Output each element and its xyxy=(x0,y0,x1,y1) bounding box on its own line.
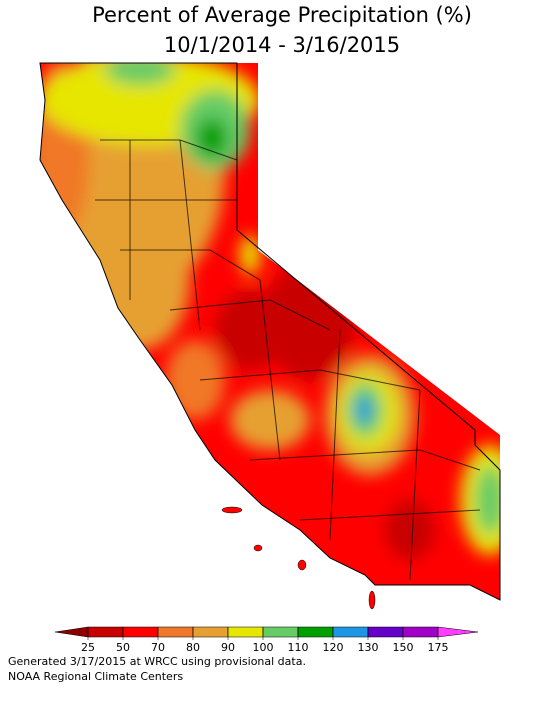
legend-swatch xyxy=(192,626,229,638)
legend-swatch xyxy=(54,626,89,638)
legend-swatch xyxy=(227,626,264,638)
footer-line: NOAA Regional Climate Centers xyxy=(8,670,183,683)
legend-tick-label: 120 xyxy=(323,641,344,654)
legend-tick-label: 50 xyxy=(116,641,130,654)
legend-tick-label: 100 xyxy=(253,641,274,654)
legend-swatch xyxy=(332,626,369,638)
islands xyxy=(221,506,376,610)
legend-swatch xyxy=(297,626,334,638)
footer-line: Generated 3/17/2015 at WRCC using provis… xyxy=(8,655,306,668)
legend-swatch xyxy=(437,626,479,638)
legend-swatch xyxy=(262,626,299,638)
legend-tick-label: 110 xyxy=(288,641,309,654)
state-border xyxy=(39,62,501,601)
map-title: Percent of Average Precipitation (%) xyxy=(92,3,472,27)
legend-swatch xyxy=(157,626,194,638)
legend-swatch xyxy=(367,626,404,638)
legend-tick-label: 70 xyxy=(151,641,165,654)
legend-tick-label: 130 xyxy=(358,641,379,654)
legend-tick-label: 90 xyxy=(221,641,235,654)
legend-tick-label: 150 xyxy=(393,641,414,654)
county-lines xyxy=(95,139,481,581)
legend-swatch xyxy=(402,626,439,638)
legend-swatch xyxy=(87,626,124,638)
legend-tick-label: 175 xyxy=(428,641,449,654)
legend-tick-label: 25 xyxy=(81,641,95,654)
precip-field xyxy=(40,63,500,600)
map-subtitle: 10/1/2014 - 3/16/2015 xyxy=(164,33,400,57)
legend-swatch xyxy=(122,626,159,638)
legend: 25 50 70 80 90 100 110 120 130 150 175 xyxy=(54,626,479,654)
legend-tick-label: 80 xyxy=(186,641,200,654)
